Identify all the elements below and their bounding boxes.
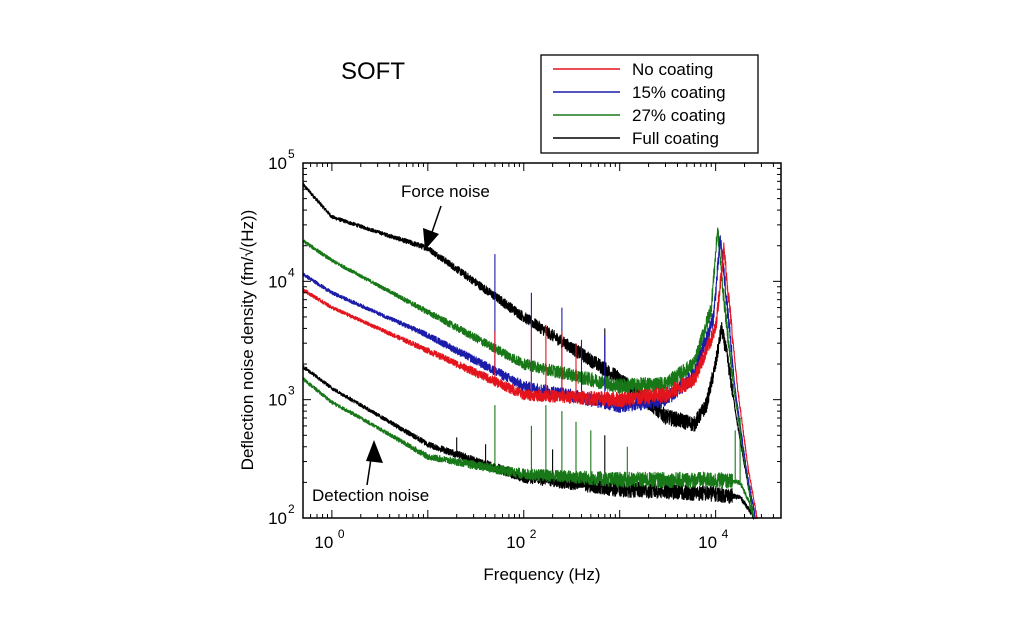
y-tick-label: 10 [268, 509, 287, 528]
y-tick-label-exponent: 2 [288, 502, 295, 516]
y-tick-label-exponent: 4 [288, 265, 295, 279]
x-axis-label: Frequency (Hz) [483, 565, 600, 584]
annotation-detection-noise: Detection noise [312, 486, 429, 505]
plot-frame [302, 162, 782, 519]
force-noise-arrow [423, 205, 442, 250]
y-tick-label-exponent: 5 [288, 147, 295, 161]
detection-noise-arrow [366, 440, 383, 486]
axis-ticks [302, 163, 781, 519]
legend-label: 15% coating [632, 83, 726, 102]
x-tick-label-exponent: 4 [722, 527, 729, 541]
legend-label: Full coating [632, 129, 719, 148]
y-tick-label: 10 [268, 391, 287, 410]
series-line-force-27-coating [302, 227, 755, 518]
series-layer [302, 182, 758, 520]
series-line-detection-27-coating [302, 377, 755, 519]
legend-label: 27% coating [632, 106, 726, 125]
legend-box [540, 54, 759, 154]
y-axis-label: Deflection noise density (fm/√(Hz)) [238, 210, 257, 471]
chart-title: SOFT [341, 58, 405, 85]
annotation-force-noise: Force noise [401, 182, 490, 201]
y-tick-label-exponent: 3 [288, 384, 295, 398]
y-tick-label: 10 [268, 154, 287, 173]
x-tick-label-exponent: 0 [338, 527, 345, 541]
x-tick-label: 10 [506, 533, 525, 552]
y-tick-label: 10 [268, 272, 287, 291]
x-tick-label-exponent: 2 [530, 527, 537, 541]
legend-label: No coating [632, 60, 713, 79]
series-line-force-no-coating [302, 242, 758, 520]
series-line-force-full-coating [302, 182, 755, 519]
x-tick-label: 10 [698, 533, 717, 552]
x-tick-label: 10 [314, 533, 333, 552]
legend: No coating 15% coating 27% coating Full coa… [540, 54, 759, 154]
